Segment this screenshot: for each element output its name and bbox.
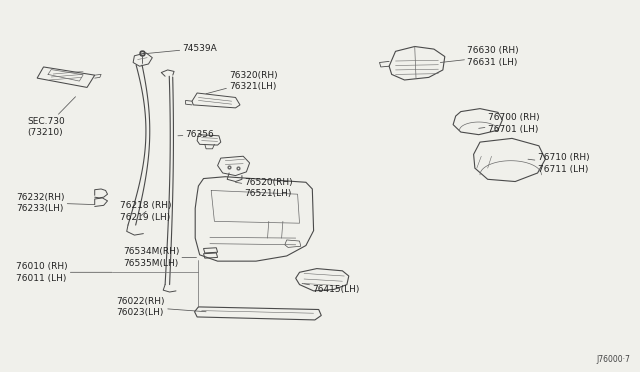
Text: 76218 (RH)
76219 (LH): 76218 (RH) 76219 (LH) bbox=[120, 201, 172, 221]
Text: 76415(LH): 76415(LH) bbox=[302, 283, 360, 294]
Text: 76710 (RH)
76711 (LH): 76710 (RH) 76711 (LH) bbox=[528, 154, 589, 174]
Text: 76320(RH)
76321(LH): 76320(RH) 76321(LH) bbox=[206, 71, 278, 94]
Text: 76700 (RH)
76701 (LH): 76700 (RH) 76701 (LH) bbox=[479, 113, 540, 134]
Text: 76356: 76356 bbox=[178, 130, 214, 139]
Text: J76000·7: J76000·7 bbox=[596, 355, 630, 364]
Text: SEC.730
(73210): SEC.730 (73210) bbox=[27, 97, 76, 137]
Text: 76520(RH)
76521(LH): 76520(RH) 76521(LH) bbox=[236, 178, 293, 198]
Text: 76232(RH)
76233(LH): 76232(RH) 76233(LH) bbox=[16, 193, 95, 213]
Text: 76022(RH)
76023(LH): 76022(RH) 76023(LH) bbox=[116, 297, 206, 317]
Text: 74539A: 74539A bbox=[146, 44, 217, 54]
Text: 76010 (RH)
76011 (LH): 76010 (RH) 76011 (LH) bbox=[16, 262, 112, 282]
Text: 76630 (RH)
76631 (LH): 76630 (RH) 76631 (LH) bbox=[440, 46, 519, 67]
Text: 76534M(RH)
76535M(LH): 76534M(RH) 76535M(LH) bbox=[123, 247, 196, 267]
